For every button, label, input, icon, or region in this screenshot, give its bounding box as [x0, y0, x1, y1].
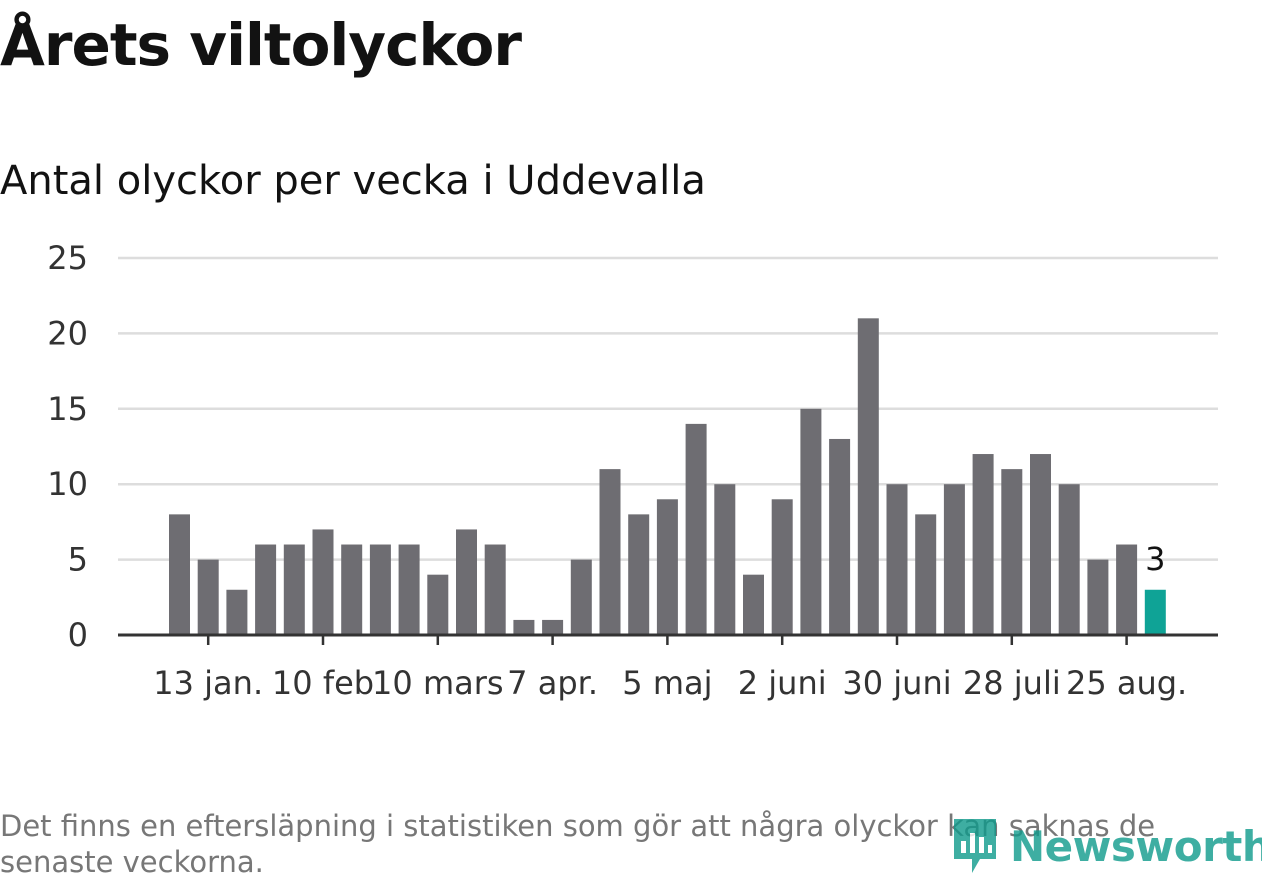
- y-axis-ticks: 0 5 10 15 20 25: [47, 239, 88, 654]
- bar: [1001, 469, 1023, 635]
- bar: [743, 574, 764, 635]
- y-tick-label: 0: [68, 616, 88, 654]
- bar: [312, 529, 334, 635]
- bar: [542, 619, 564, 635]
- x-tick-label: 5 maj: [622, 664, 712, 702]
- bar: [800, 408, 822, 635]
- bar: [570, 559, 592, 635]
- x-tick-label: 2 juni: [738, 664, 827, 702]
- x-tick-label: 13 jan.: [153, 664, 263, 702]
- bar: [1116, 544, 1138, 635]
- bar: [829, 438, 851, 635]
- bar: [197, 559, 219, 635]
- bars: [169, 318, 1166, 635]
- bar: [456, 529, 477, 635]
- bar: [484, 544, 506, 635]
- x-tick-label: 10 feb: [272, 664, 374, 702]
- bar-value-label: 3: [1145, 540, 1165, 578]
- bar: [685, 423, 707, 635]
- bar: [771, 499, 793, 635]
- bar: [628, 514, 650, 635]
- bar: [1058, 484, 1080, 635]
- y-tick-label: 20: [47, 314, 88, 352]
- newsworthy-logo-icon: [954, 819, 996, 873]
- x-tick-label: 10 mars: [372, 664, 504, 702]
- bar: [714, 484, 736, 635]
- bar: [1030, 454, 1051, 635]
- bar-highlight: [1144, 589, 1166, 635]
- bar: [656, 499, 678, 635]
- bar: [169, 514, 190, 635]
- newsworthy-logo: Newsworthy: [950, 814, 1262, 878]
- bar: [341, 544, 363, 635]
- y-tick-label: 15: [47, 390, 88, 428]
- bar: [283, 544, 305, 635]
- chart-title: Årets viltolyckor: [0, 11, 522, 79]
- newsworthy-logo-text: Newsworthy: [1010, 821, 1262, 871]
- x-tick-label: 30 juni: [842, 664, 951, 702]
- bar: [513, 619, 535, 635]
- bar: [255, 544, 277, 635]
- bar: [886, 484, 908, 635]
- x-tick-label: 28 juli: [963, 664, 1061, 702]
- y-tick-label: 5: [68, 541, 88, 579]
- bar: [915, 514, 937, 635]
- chart-subtitle: Antal olyckor per vecka i Uddevalla: [0, 158, 706, 204]
- bar: [599, 469, 621, 635]
- y-tick-label: 25: [47, 239, 88, 277]
- bar: [226, 589, 248, 635]
- bar-labels: 3: [1145, 540, 1165, 578]
- bar: [1087, 559, 1109, 635]
- bar: [972, 454, 994, 635]
- y-tick-label: 10: [47, 465, 88, 503]
- bar: [943, 484, 965, 635]
- x-tick-label: 25 aug.: [1066, 664, 1187, 702]
- bar: [369, 544, 391, 635]
- x-tick-label: 7 apr.: [507, 664, 598, 702]
- bar: [398, 544, 420, 635]
- bar: [857, 318, 879, 635]
- bar: [427, 574, 449, 635]
